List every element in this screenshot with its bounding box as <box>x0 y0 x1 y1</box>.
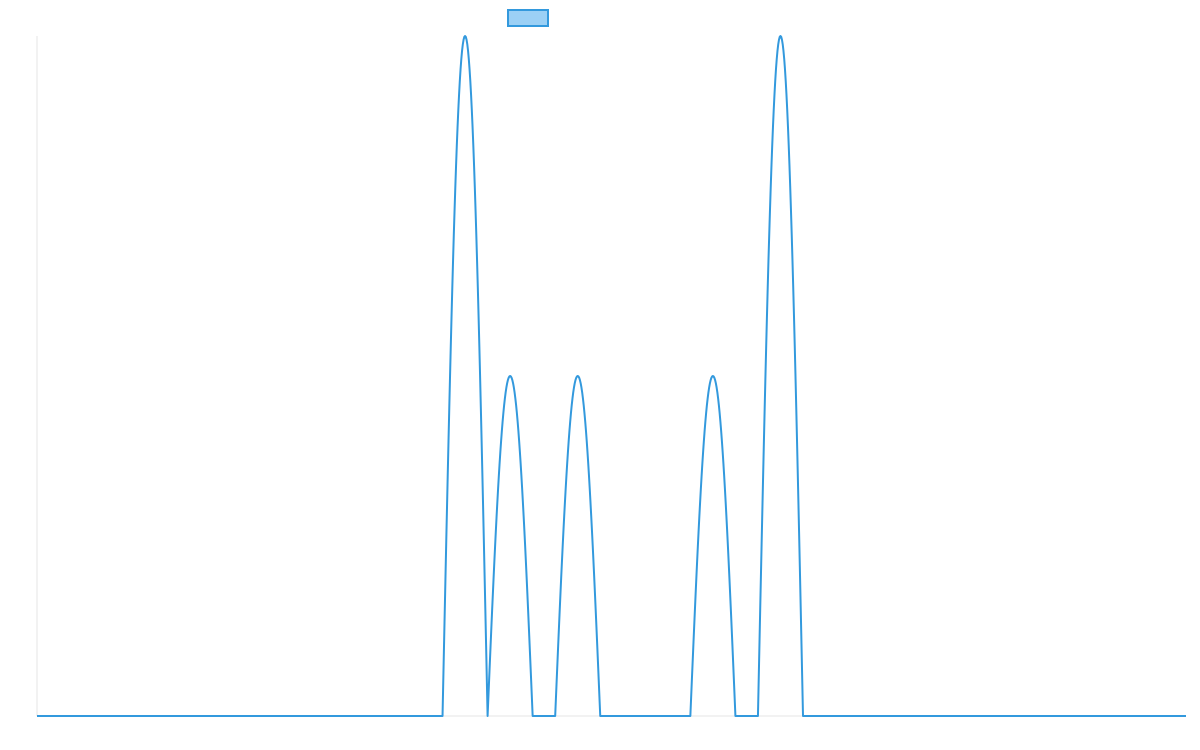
pulse-peak-point-1[interactable] <box>507 373 513 379</box>
legend-swatch[interactable] <box>507 9 549 27</box>
pulse-peak-point-4[interactable] <box>777 33 783 39</box>
pulse-peak-point-2[interactable] <box>575 373 581 379</box>
series-group <box>37 33 1186 717</box>
axes <box>36 36 1186 717</box>
legend[interactable] <box>507 9 549 27</box>
pulse-peak-point-3[interactable] <box>710 373 716 379</box>
series-line-0[interactable] <box>37 35 1186 717</box>
pulse-peak-point-0[interactable] <box>462 33 468 39</box>
